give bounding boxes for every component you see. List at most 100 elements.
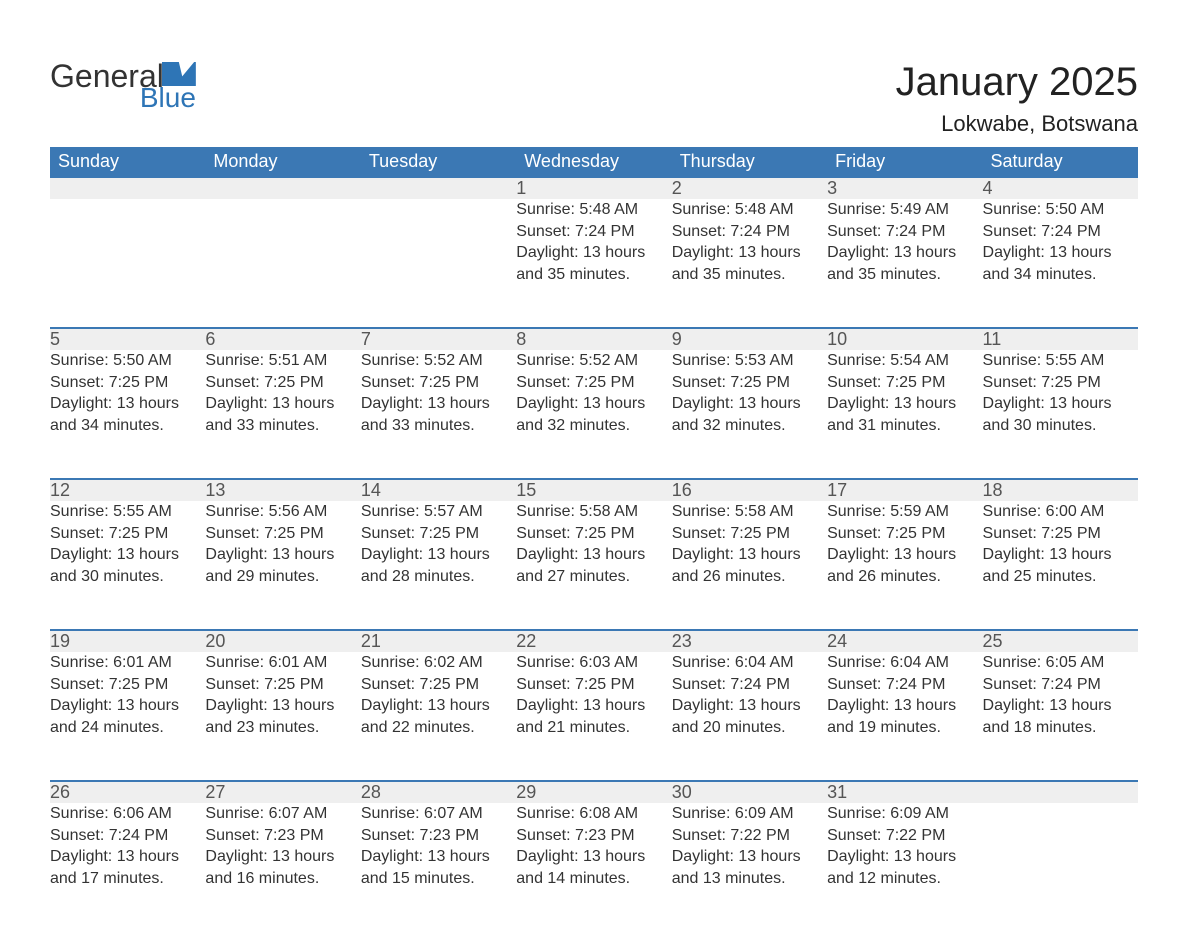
daylight-line1: Daylight: 13 hours [205, 393, 360, 415]
day-number-cell: 3 [827, 177, 982, 199]
daylight-line2: and 35 minutes. [516, 264, 671, 286]
daylight-line1: Daylight: 13 hours [672, 393, 827, 415]
sunrise-line: Sunrise: 6:00 AM [983, 501, 1138, 523]
daylight-line2: and 30 minutes. [50, 566, 205, 588]
page-header: General Blue January 2025 Lokwabe, Botsw… [50, 60, 1138, 137]
title-block: January 2025 Lokwabe, Botswana [896, 60, 1138, 137]
daylight-line1: Daylight: 13 hours [361, 846, 516, 868]
day-data-cell: Sunrise: 5:53 AMSunset: 7:25 PMDaylight:… [672, 350, 827, 479]
sunrise-line: Sunrise: 6:03 AM [516, 652, 671, 674]
daylight-line2: and 34 minutes. [983, 264, 1138, 286]
weekday-header: Thursday [672, 147, 827, 177]
day-number-cell: 31 [827, 781, 982, 803]
week-data-row: Sunrise: 5:55 AMSunset: 7:25 PMDaylight:… [50, 501, 1138, 630]
daylight-line2: and 15 minutes. [361, 868, 516, 890]
sunset-line: Sunset: 7:23 PM [516, 825, 671, 847]
day-number-cell [50, 177, 205, 199]
day-number-cell: 1 [516, 177, 671, 199]
daylight-line1: Daylight: 13 hours [361, 695, 516, 717]
sunrise-line: Sunrise: 6:07 AM [361, 803, 516, 825]
day-data-cell: Sunrise: 6:06 AMSunset: 7:24 PMDaylight:… [50, 803, 205, 931]
sunset-line: Sunset: 7:22 PM [672, 825, 827, 847]
daylight-line2: and 22 minutes. [361, 717, 516, 739]
daylight-line1: Daylight: 13 hours [50, 544, 205, 566]
daylight-line2: and 18 minutes. [983, 717, 1138, 739]
sunset-line: Sunset: 7:25 PM [983, 523, 1138, 545]
logo-word2: Blue [140, 82, 196, 114]
day-number-cell: 14 [361, 479, 516, 501]
daylight-line2: and 32 minutes. [516, 415, 671, 437]
sunrise-line: Sunrise: 5:53 AM [672, 350, 827, 372]
day-data-cell [205, 199, 360, 328]
daylight-line2: and 28 minutes. [361, 566, 516, 588]
sunset-line: Sunset: 7:25 PM [205, 372, 360, 394]
day-number-cell: 4 [983, 177, 1138, 199]
daylight-line1: Daylight: 13 hours [516, 393, 671, 415]
day-data-cell: Sunrise: 5:49 AMSunset: 7:24 PMDaylight:… [827, 199, 982, 328]
day-number-cell: 23 [672, 630, 827, 652]
sunset-line: Sunset: 7:23 PM [361, 825, 516, 847]
sunrise-line: Sunrise: 6:09 AM [827, 803, 982, 825]
sunrise-line: Sunrise: 5:50 AM [983, 199, 1138, 221]
day-data-cell: Sunrise: 6:07 AMSunset: 7:23 PMDaylight:… [205, 803, 360, 931]
daylight-line2: and 12 minutes. [827, 868, 982, 890]
day-data-cell: Sunrise: 6:04 AMSunset: 7:24 PMDaylight:… [827, 652, 982, 781]
week-daynum-row: 1234 [50, 177, 1138, 199]
sunset-line: Sunset: 7:25 PM [827, 372, 982, 394]
daylight-line1: Daylight: 13 hours [361, 544, 516, 566]
day-number-cell: 10 [827, 328, 982, 350]
sunset-line: Sunset: 7:25 PM [205, 674, 360, 696]
daylight-line1: Daylight: 13 hours [516, 242, 671, 264]
day-data-cell [50, 199, 205, 328]
day-data-cell: Sunrise: 6:01 AMSunset: 7:25 PMDaylight:… [205, 652, 360, 781]
day-number-cell: 13 [205, 479, 360, 501]
daylight-line2: and 35 minutes. [827, 264, 982, 286]
calendar-body: 1234Sunrise: 5:48 AMSunset: 7:24 PMDayli… [50, 177, 1138, 931]
sunrise-line: Sunrise: 5:55 AM [983, 350, 1138, 372]
daylight-line1: Daylight: 13 hours [983, 242, 1138, 264]
day-data-cell: Sunrise: 5:59 AMSunset: 7:25 PMDaylight:… [827, 501, 982, 630]
day-data-cell: Sunrise: 6:04 AMSunset: 7:24 PMDaylight:… [672, 652, 827, 781]
daylight-line1: Daylight: 13 hours [672, 544, 827, 566]
sunset-line: Sunset: 7:25 PM [50, 523, 205, 545]
sunset-line: Sunset: 7:24 PM [672, 674, 827, 696]
sunrise-line: Sunrise: 6:07 AM [205, 803, 360, 825]
daylight-line2: and 25 minutes. [983, 566, 1138, 588]
daylight-line2: and 13 minutes. [672, 868, 827, 890]
daylight-line2: and 34 minutes. [50, 415, 205, 437]
day-number-cell: 12 [50, 479, 205, 501]
day-number-cell: 20 [205, 630, 360, 652]
day-number-cell: 2 [672, 177, 827, 199]
sunset-line: Sunset: 7:24 PM [983, 674, 1138, 696]
sunrise-line: Sunrise: 6:04 AM [827, 652, 982, 674]
daylight-line1: Daylight: 13 hours [983, 695, 1138, 717]
sunrise-line: Sunrise: 5:55 AM [50, 501, 205, 523]
daylight-line1: Daylight: 13 hours [827, 393, 982, 415]
day-data-cell: Sunrise: 5:55 AMSunset: 7:25 PMDaylight:… [50, 501, 205, 630]
day-number-cell [205, 177, 360, 199]
sunrise-line: Sunrise: 5:49 AM [827, 199, 982, 221]
sunrise-line: Sunrise: 5:48 AM [516, 199, 671, 221]
sunrise-line: Sunrise: 5:58 AM [516, 501, 671, 523]
day-data-cell: Sunrise: 6:00 AMSunset: 7:25 PMDaylight:… [983, 501, 1138, 630]
sunset-line: Sunset: 7:24 PM [50, 825, 205, 847]
weekday-header-row: SundayMondayTuesdayWednesdayThursdayFrid… [50, 147, 1138, 177]
day-data-cell: Sunrise: 5:52 AMSunset: 7:25 PMDaylight:… [516, 350, 671, 479]
weekday-header: Sunday [50, 147, 205, 177]
sunrise-line: Sunrise: 5:51 AM [205, 350, 360, 372]
daylight-line2: and 30 minutes. [983, 415, 1138, 437]
day-number-cell: 18 [983, 479, 1138, 501]
sunrise-line: Sunrise: 5:52 AM [361, 350, 516, 372]
day-data-cell: Sunrise: 6:05 AMSunset: 7:24 PMDaylight:… [983, 652, 1138, 781]
sunrise-line: Sunrise: 5:54 AM [827, 350, 982, 372]
location-label: Lokwabe, Botswana [896, 111, 1138, 137]
day-data-cell: Sunrise: 5:50 AMSunset: 7:24 PMDaylight:… [983, 199, 1138, 328]
day-data-cell: Sunrise: 5:54 AMSunset: 7:25 PMDaylight:… [827, 350, 982, 479]
daylight-line2: and 29 minutes. [205, 566, 360, 588]
sunset-line: Sunset: 7:25 PM [361, 372, 516, 394]
daylight-line2: and 23 minutes. [205, 717, 360, 739]
sunrise-line: Sunrise: 5:57 AM [361, 501, 516, 523]
daylight-line1: Daylight: 13 hours [50, 393, 205, 415]
sunrise-line: Sunrise: 5:48 AM [672, 199, 827, 221]
day-number-cell: 22 [516, 630, 671, 652]
